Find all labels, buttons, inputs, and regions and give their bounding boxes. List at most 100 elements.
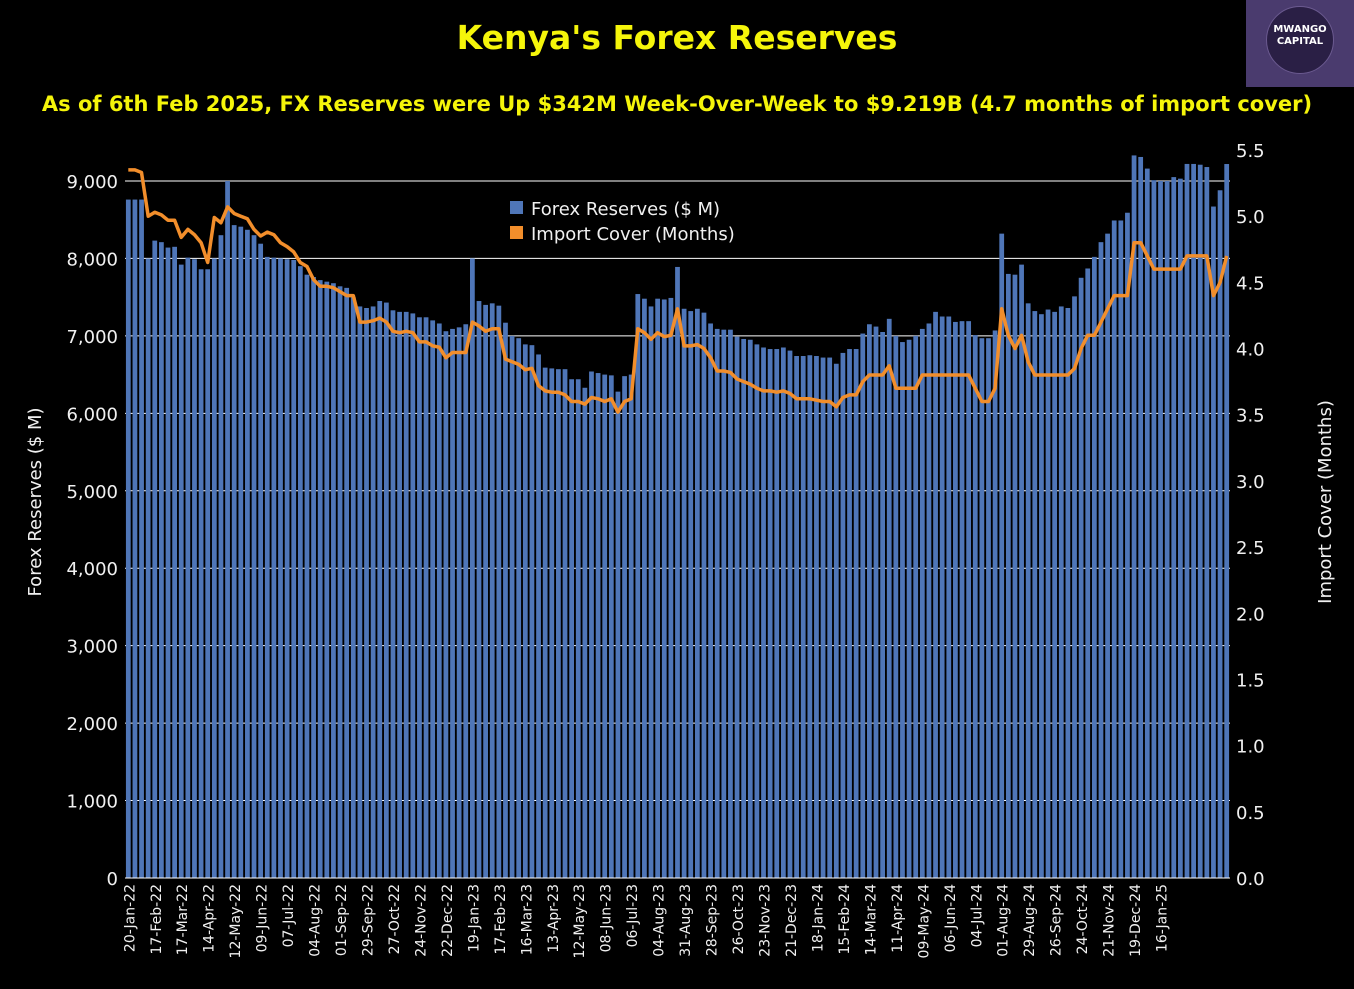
bar-133	[1005, 273, 1011, 878]
y-right-tick-0: 0.0	[1236, 869, 1265, 890]
bar-156	[1158, 180, 1163, 878]
bar-126	[959, 321, 965, 878]
bar-111	[860, 333, 866, 878]
bar-152	[1131, 155, 1137, 879]
y-right-tick-5: 2.5	[1236, 538, 1265, 559]
x-tick-39: 16-Jan-25	[1155, 884, 1171, 952]
bar-129	[979, 338, 985, 878]
bar-114	[880, 332, 886, 878]
bar-135	[1019, 264, 1024, 878]
x-tick-4: 12-May-22	[228, 884, 244, 958]
bar-136	[1025, 303, 1031, 878]
bar-117	[900, 342, 905, 878]
bar-6	[165, 247, 171, 878]
bar-89	[714, 328, 720, 879]
x-tick-26: 18-Jan-24	[811, 884, 827, 952]
bar-100	[787, 350, 793, 878]
bar-50	[456, 327, 462, 879]
bar-63	[542, 367, 548, 878]
x-tick-37: 21-Nov-24	[1102, 884, 1118, 957]
bar-157	[1164, 180, 1170, 878]
bar-44	[417, 317, 422, 878]
bar-141	[1058, 306, 1064, 878]
x-tick-0: 20-Jan-22	[122, 884, 138, 952]
x-tick-30: 09-May-24	[916, 884, 932, 959]
bar-17	[238, 226, 244, 878]
bar-130	[986, 338, 991, 878]
bar-78	[642, 298, 647, 878]
bar-18	[245, 229, 250, 879]
bar-85	[688, 311, 694, 878]
y-left-tick-4: 4,000	[66, 559, 118, 580]
x-tick-34: 29-Aug-24	[1022, 884, 1038, 957]
bar-24	[284, 259, 290, 878]
bar-159	[1177, 178, 1183, 878]
bar-20	[258, 243, 264, 878]
import-cover-line	[128, 168, 1229, 414]
x-tick-7: 04-Aug-22	[308, 884, 324, 957]
y-axis-right-label: Import Cover (Months)	[1315, 400, 1336, 604]
bar-26	[297, 266, 303, 878]
x-tick-35: 26-Sep-24	[1049, 884, 1065, 956]
x-tick-1: 17-Feb-22	[149, 884, 165, 955]
bar-150	[1118, 220, 1124, 879]
bar-52	[469, 258, 475, 878]
bar-10	[192, 259, 197, 878]
bar-28	[311, 277, 316, 878]
bar-148	[1105, 233, 1110, 878]
bar-19	[251, 235, 257, 879]
y-right-tick-9: 4.5	[1236, 273, 1265, 294]
bar-33	[344, 287, 350, 878]
y-left-tick-8: 8,000	[66, 249, 118, 270]
bar-25	[291, 259, 297, 878]
bar-108	[840, 352, 846, 878]
bar-4	[152, 240, 158, 878]
bar-123	[939, 316, 945, 879]
bar-64	[549, 368, 555, 878]
y-left-tick-1: 1,000	[66, 792, 118, 813]
bar-113	[873, 326, 879, 878]
x-tick-31: 06-Jun-24	[943, 884, 959, 952]
bar-99	[780, 347, 786, 878]
x-tick-27: 15-Feb-24	[837, 884, 853, 955]
bar-127	[966, 321, 972, 878]
chart-title: Kenya's Forex Reserves	[456, 18, 898, 57]
bar-128	[972, 335, 978, 878]
x-tick-20: 04-Aug-23	[652, 884, 668, 957]
bar-96	[761, 347, 766, 878]
legend: Forex Reserves ($ M) Import Cover (Month…	[510, 199, 735, 245]
bar-147	[1098, 242, 1104, 879]
x-tick-19: 06-Jul-23	[625, 884, 641, 947]
bar-47	[436, 323, 442, 879]
bar-74	[615, 391, 621, 878]
bar-57	[503, 322, 508, 878]
bar-142	[1065, 307, 1071, 879]
y-left-tick-5: 5,000	[66, 482, 118, 503]
legend-bars-label: Forex Reserves ($ M)	[531, 199, 720, 220]
bar-122	[933, 311, 938, 878]
bar-125	[953, 321, 958, 879]
bar-83	[675, 266, 680, 878]
bar-58	[509, 335, 515, 879]
y-right-tick-7: 3.5	[1236, 406, 1265, 427]
reserves-bars	[125, 155, 1230, 879]
bar-29	[317, 280, 323, 879]
bar-43	[410, 313, 416, 878]
bar-11	[198, 269, 204, 879]
bar-42	[403, 311, 409, 878]
x-tick-9: 29-Sep-22	[361, 884, 377, 956]
bar-7	[172, 246, 178, 878]
bar-102	[800, 356, 806, 878]
bar-161	[1191, 163, 1196, 878]
y-left-tick-7: 7,000	[66, 327, 118, 348]
bar-22	[271, 257, 277, 878]
bar-98	[774, 349, 780, 878]
y-axis-left: 0 1,000 2,000 3,000 4,000 5,000 6,000 7,000 8,00…	[66, 172, 118, 890]
bar-68	[575, 379, 581, 878]
bar-69	[582, 387, 588, 878]
bar-165	[1217, 190, 1223, 878]
bar-87	[701, 312, 707, 878]
x-tick-24: 23-Nov-23	[758, 884, 774, 957]
y-right-tick-2: 1.0	[1236, 737, 1265, 758]
x-tick-28: 14-Mar-24	[863, 884, 879, 955]
